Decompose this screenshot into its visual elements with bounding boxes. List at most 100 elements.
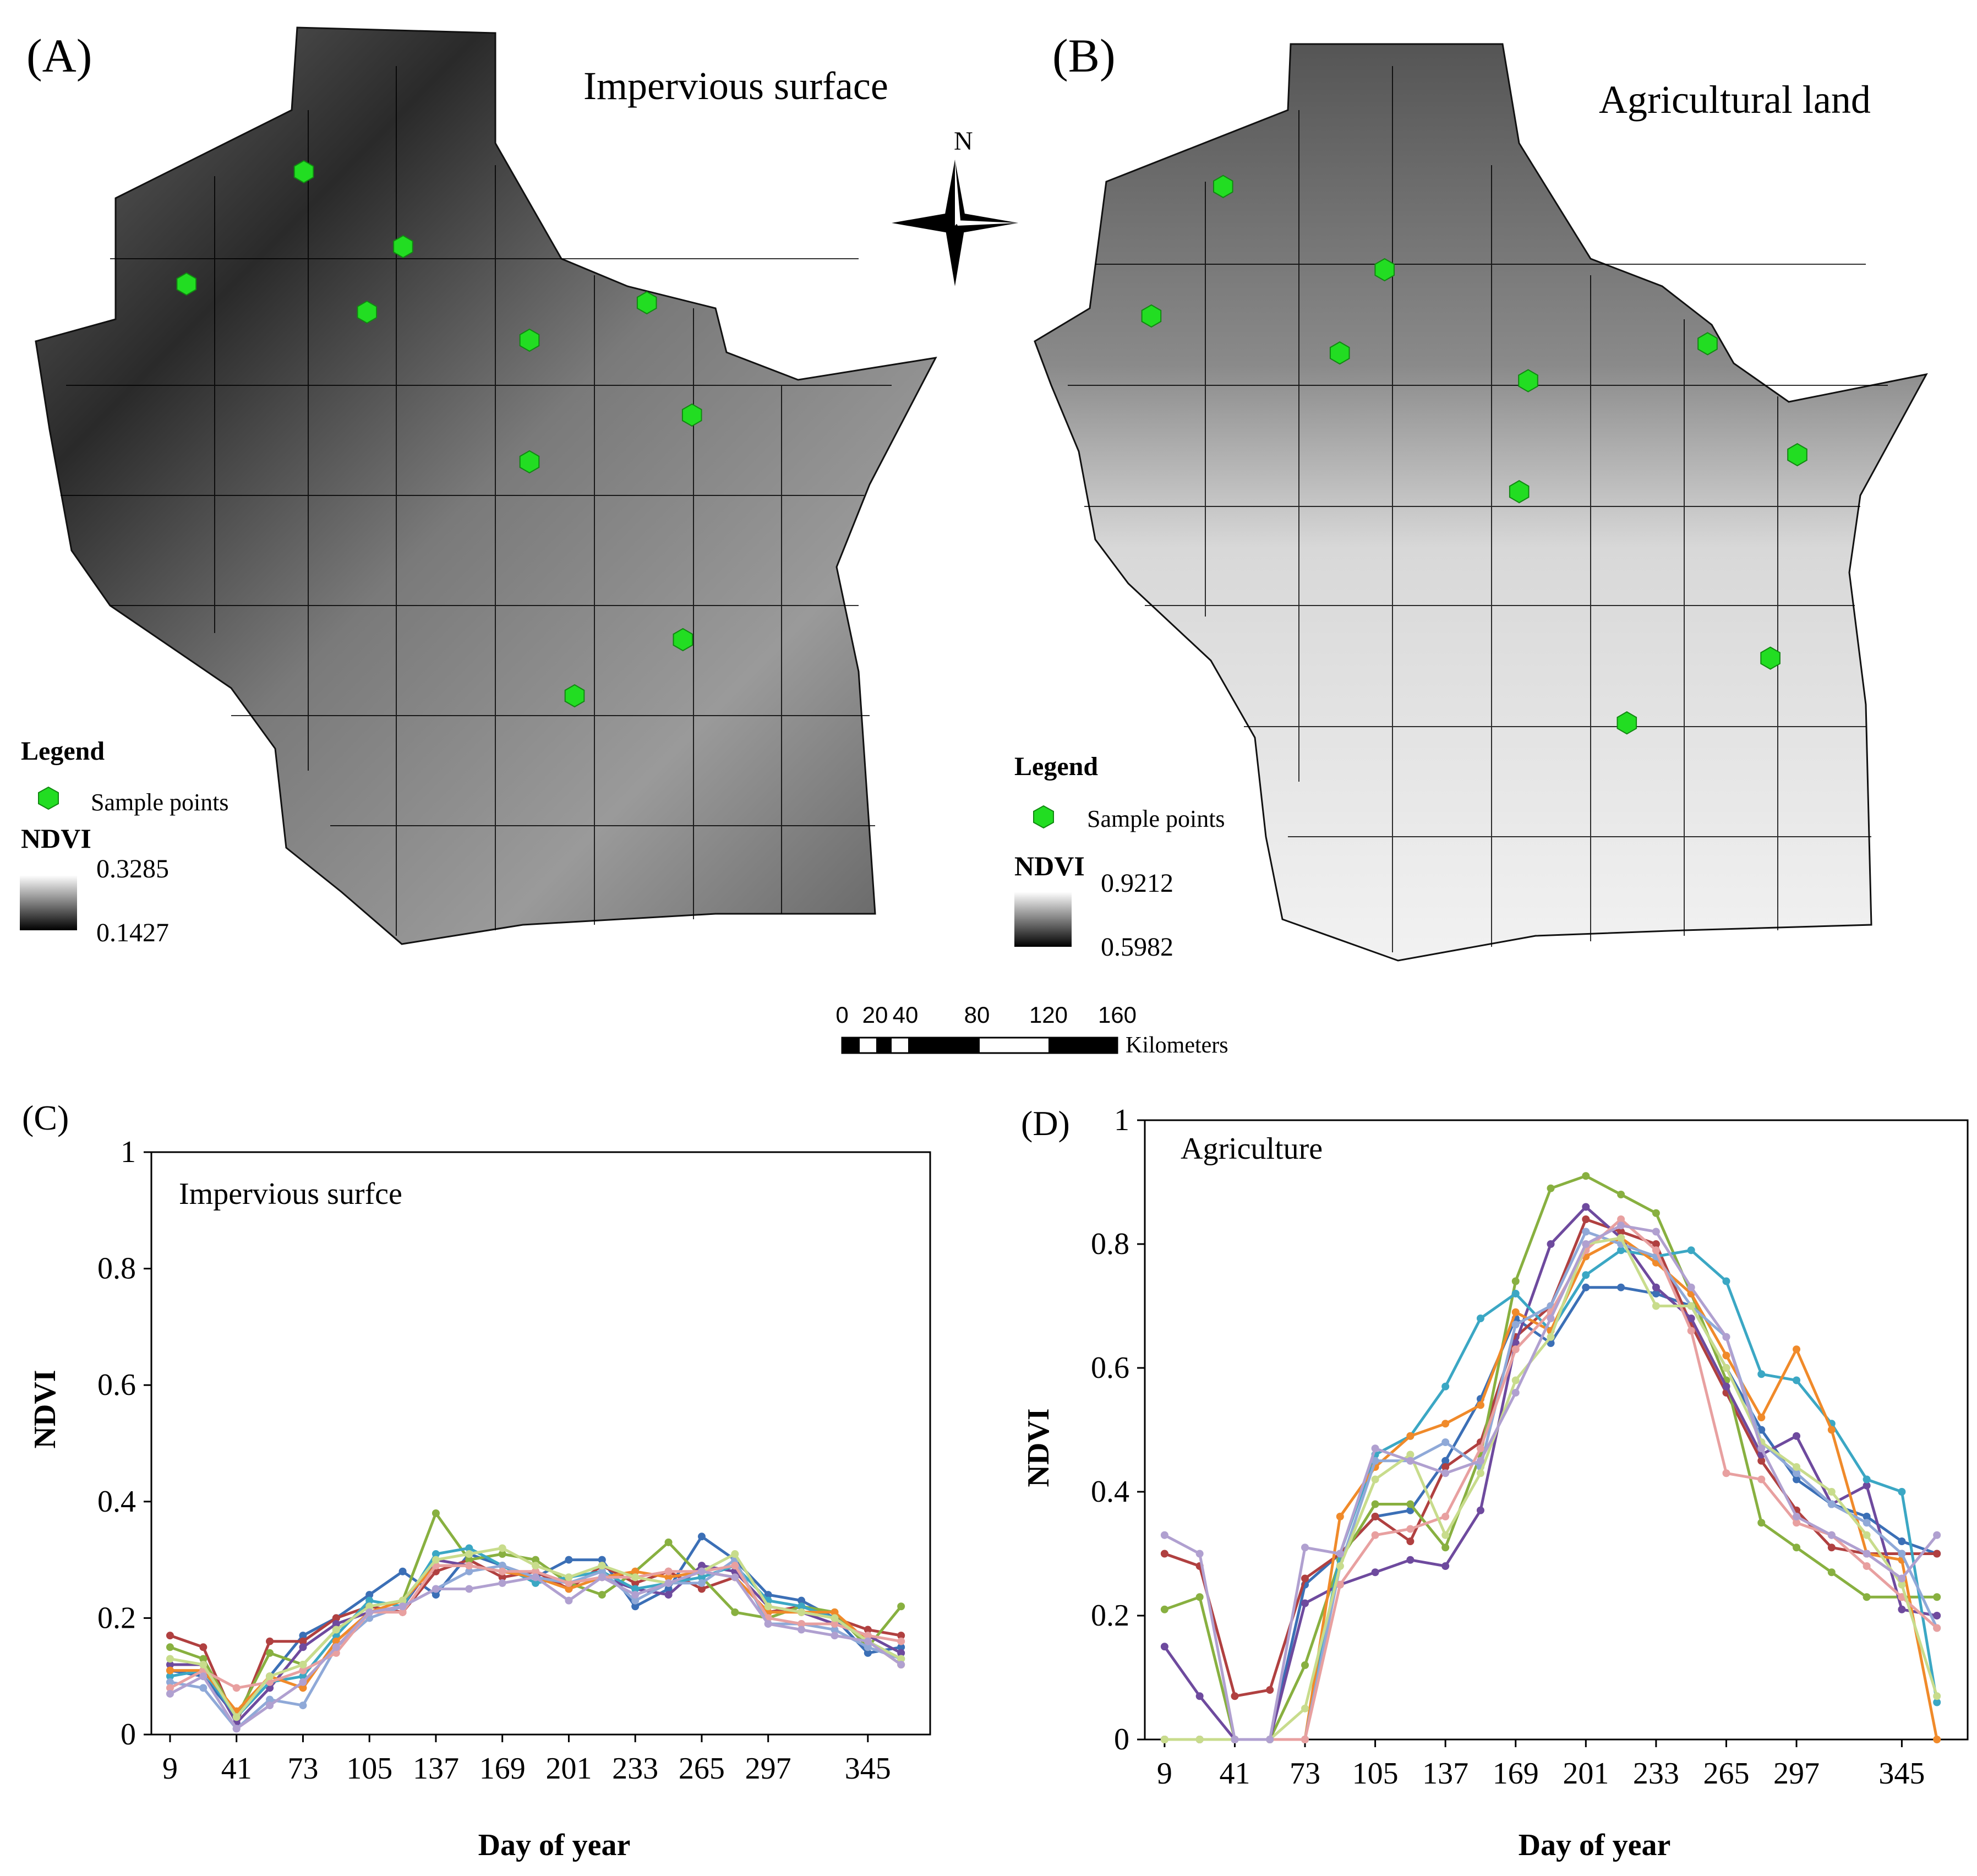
sample-point-3 (1141, 304, 1162, 328)
chart-d-ytick-label: 0.2 (1091, 1599, 1129, 1633)
sample-point-4 (357, 300, 378, 324)
chart-c-xtick-label: 9 (162, 1752, 178, 1786)
map-a-sample-points (176, 160, 702, 708)
chart-d-series-9-point (1336, 1562, 1344, 1570)
map-b-counties (1068, 66, 1888, 952)
chart-d-series-3-point (1195, 1593, 1204, 1601)
chart-d-series-9-point (1441, 1531, 1450, 1539)
chart-d-series-6-point (1933, 1736, 1941, 1743)
chart-c-series-3-point (498, 1550, 506, 1558)
chart-d-series-9-point (1476, 1469, 1484, 1477)
chart-c-series-2-point (299, 1637, 307, 1645)
panel-a: (A) Impervious surface Legend Sample poi… (20, 26, 937, 947)
chart-d-series-9-point (1687, 1302, 1695, 1310)
chart-d-series-3-point (1933, 1593, 1941, 1601)
sample-point-7 (681, 403, 702, 427)
chart-d-series-10-point (1547, 1315, 1555, 1322)
chart-d-series-2-point (1371, 1513, 1379, 1520)
chart-d-series-1-point (1863, 1513, 1871, 1520)
chart-d-xtick-label: 345 (1878, 1757, 1925, 1791)
chart-d-series-4-point (1301, 1599, 1309, 1607)
chart-d-series-5-point (1511, 1290, 1520, 1297)
chart-c-series-8-point (299, 1666, 307, 1675)
chart-c-series-8-point (831, 1619, 839, 1628)
chart-d-series-10-point (1652, 1228, 1660, 1236)
chart-c-series-2-point (897, 1632, 905, 1640)
chart-c-series-9-point (731, 1550, 739, 1558)
chart-d: (D) Agriculture NDVI Day of year 0 0.2 0.4… (1021, 1103, 1969, 1862)
chart-c-series-8-point (532, 1567, 540, 1575)
chart-c-series-2-point (498, 1573, 506, 1581)
chart-d-series-6-point (1793, 1345, 1801, 1354)
chart-c-series-6-point (299, 1684, 307, 1692)
ramp-a-high: 0.3285 (96, 854, 169, 884)
chart-d-series-10-point (1933, 1531, 1941, 1539)
chart-c-series-7-point (465, 1567, 473, 1575)
chart-c-ytick-label: 0.6 (97, 1368, 136, 1402)
chart-d-series-4-point (1722, 1382, 1730, 1390)
chart-d-series-9-point (1898, 1580, 1906, 1589)
north-arrow: N (892, 127, 1018, 286)
chart-c-series-4-point (332, 1619, 340, 1628)
chart-c-series-5-point (532, 1579, 540, 1587)
chart-d-series-9-point (1652, 1302, 1660, 1310)
chart-d-series-7-point (1371, 1457, 1379, 1465)
chart-c-ytick-label: 0.8 (97, 1252, 136, 1286)
chart-c-series-5-point (365, 1596, 374, 1605)
chart-d-xtick-label: 73 (1290, 1757, 1320, 1791)
chart-d-series-9-point (1301, 1704, 1309, 1713)
chart-c-series-1-point (365, 1591, 374, 1599)
chart-d-series-8-point (1301, 1736, 1309, 1743)
chart-d-series-8-point (1863, 1562, 1871, 1570)
chart-d-series-10-point (1441, 1469, 1450, 1477)
scale-tick-120: 120 (1029, 1002, 1068, 1028)
chart-d-series-7-point (1863, 1519, 1871, 1527)
chart-d-series-8-point (1336, 1580, 1344, 1589)
chart-c-panel-label: (C) (22, 1098, 69, 1137)
chart-c-series-3-point (897, 1602, 905, 1611)
chart-c-series-4-point (697, 1562, 706, 1570)
chart-c-series-10-point (465, 1585, 473, 1593)
chart-d-series-10-point (1301, 1544, 1309, 1552)
chart-c-series-10-point (697, 1567, 706, 1575)
sample-point-9 (673, 628, 693, 652)
map-b-state (1034, 43, 1928, 962)
chart-c-series-10-point (166, 1689, 174, 1698)
chart-c-series-1-point (864, 1649, 872, 1657)
chart-d-series-7-point (1441, 1438, 1450, 1446)
chart-d-series-1-point (1582, 1283, 1590, 1291)
chart-c-series-3-point (598, 1591, 606, 1599)
chart-d-series-10-point (1898, 1574, 1906, 1583)
chart-d-series-9-point (1933, 1692, 1941, 1700)
chart-d-series-4-point (1582, 1203, 1590, 1211)
chart-c-xtick-label: 297 (745, 1752, 791, 1786)
chart-d-series-9-point (1793, 1463, 1801, 1471)
chart-d-series-2-point (1301, 1574, 1309, 1583)
sample-point-1 (1213, 174, 1233, 198)
chart-c-series-10-point (631, 1591, 640, 1599)
chart-c-xtick-label: 105 (346, 1752, 392, 1786)
chart-c-series-5-point (697, 1573, 706, 1581)
panel-a-label: (A) (26, 29, 92, 82)
chart-c-series-4-point (897, 1649, 905, 1657)
chart-d-series-6-point (1757, 1414, 1766, 1421)
chart-d-series-4-point (1476, 1506, 1484, 1514)
chart-d-series-3-point (1582, 1172, 1590, 1180)
chart-c-xtick-label: 201 (545, 1752, 592, 1786)
chart-c-series-5-point (166, 1672, 174, 1681)
chart-c-series-7-point (199, 1684, 207, 1692)
chart-d-ytick-label: 0.6 (1091, 1351, 1129, 1385)
chart-d-series-10-point (1722, 1333, 1730, 1341)
chart-c-xtick-label: 233 (612, 1752, 658, 1786)
legend-a: Legend Sample points NDVI 0.3285 0.1427 (20, 737, 229, 947)
chart-d-series-1-point (1793, 1475, 1801, 1484)
chart-d-xtick-label: 137 (1422, 1757, 1468, 1791)
chart-d-series-4-point (1160, 1643, 1168, 1651)
chart-d-series-4-point (1793, 1432, 1801, 1440)
chart-c-xtick-label: 41 (221, 1752, 252, 1786)
chart-c-series-3-point (166, 1643, 174, 1651)
chart-c-series-3-line (170, 1510, 903, 1720)
chart-c-series-9-point (465, 1550, 473, 1558)
chart-c-series-2-point (332, 1614, 340, 1622)
chart-d-ytick-label: 1 (1114, 1103, 1129, 1137)
